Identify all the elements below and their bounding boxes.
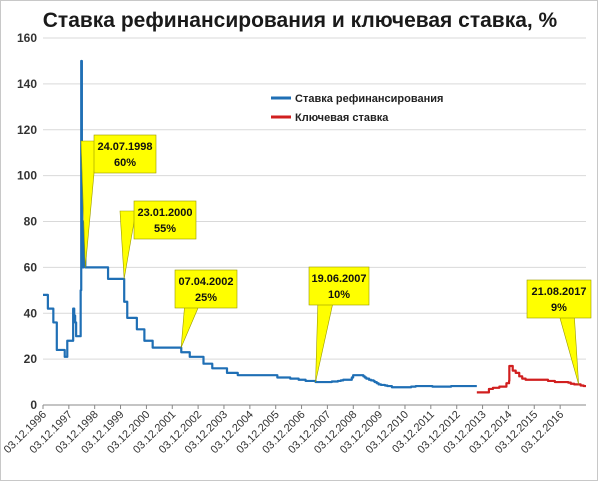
- callout-box: [308, 266, 370, 306]
- callout-pointer: [557, 310, 579, 385]
- callout-date: 21.08.2017: [531, 286, 586, 298]
- callout-pointer: [119, 210, 137, 279]
- callout-date: 24.07.1998: [97, 141, 152, 153]
- y-tick-label: 120: [17, 123, 37, 137]
- callout-value: 60%: [114, 157, 136, 169]
- callout-box: [526, 279, 592, 319]
- callout-date: 23.01.2000: [137, 207, 192, 219]
- callout: 07.04.2002 25%: [174, 269, 238, 348]
- y-tick-label: 80: [24, 215, 38, 229]
- callout-value: 25%: [195, 292, 217, 304]
- callout: 24.07.1998 60%: [80, 134, 157, 268]
- legend-label-refinancing-rate: Ставка рефинансирования: [295, 93, 443, 105]
- callout-value: 55%: [154, 223, 176, 235]
- chart-title: Ставка рефинансирования и ключевая ставк…: [42, 9, 558, 32]
- callouts: 24.07.1998 60% 23.01.2000 55% 07.04.2002 25% 1…: [80, 134, 592, 385]
- y-tick-label: 40: [24, 306, 38, 320]
- series-line-key-rate: [476, 364, 586, 394]
- callout-date: 19.06.2007: [311, 273, 366, 285]
- callout: 19.06.2007 10%: [308, 266, 370, 383]
- callout-date: 07.04.2002: [178, 276, 233, 288]
- callout-box: [174, 269, 238, 309]
- series-layer: [43, 59, 586, 394]
- series-line-refinancing-rate: [43, 59, 477, 389]
- callout-box: [93, 134, 157, 174]
- callout-value: 9%: [551, 302, 567, 314]
- y-tick-label: 140: [17, 77, 37, 91]
- legend-label-key-rate: Ключевая ставка: [295, 112, 389, 124]
- callout-pointer: [315, 297, 335, 383]
- legend: Ставка рефинансирования Ключевая ставка: [271, 93, 443, 124]
- y-tick-label: 20: [24, 352, 38, 366]
- y-tick-label: 160: [17, 31, 37, 45]
- callout-pointer: [80, 140, 98, 268]
- y-tick-label: 0: [30, 398, 37, 412]
- callout: 21.08.2017 9%: [526, 279, 592, 385]
- y-tick-label: 100: [17, 169, 37, 183]
- callout-value: 10%: [328, 289, 350, 301]
- callout: 23.01.2000 55%: [119, 200, 197, 279]
- callout-box: [133, 200, 197, 240]
- y-tick-label: 60: [24, 260, 38, 274]
